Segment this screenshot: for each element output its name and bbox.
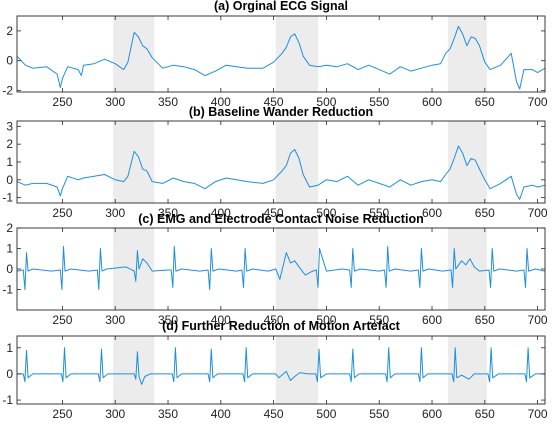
highlight-region (113, 121, 155, 203)
x-tick-label: 450 (264, 95, 284, 109)
highlight-region (447, 121, 487, 203)
x-tick-label: 500 (316, 206, 336, 220)
highlight-region (113, 16, 155, 92)
y-tick-label: -2 (2, 84, 13, 98)
x-tick-label: 650 (475, 407, 495, 421)
y-tick-label: 1 (6, 242, 13, 256)
highlight-region (113, 228, 155, 310)
highlight-region (447, 16, 487, 92)
x-tick-label: 600 (422, 313, 442, 327)
x-tick-label: 600 (422, 206, 442, 220)
x-tick-label: 700 (528, 95, 548, 109)
x-tick-label: 250 (52, 313, 72, 327)
x-tick-label: 300 (105, 313, 125, 327)
x-tick-label: 350 (158, 95, 178, 109)
x-tick-label: 650 (475, 206, 495, 220)
x-tick-label: 300 (105, 95, 125, 109)
x-tick-label: 450 (264, 313, 284, 327)
subplot-title: (a) Orginal ECG Signal (214, 0, 348, 13)
x-tick-label: 400 (211, 95, 231, 109)
x-tick-label: 500 (316, 407, 336, 421)
y-tick-label: 1 (6, 341, 13, 355)
highlight-region (275, 336, 318, 404)
x-tick-label: 400 (211, 206, 231, 220)
x-tick-label: 400 (211, 407, 231, 421)
x-tick-label: 500 (316, 95, 336, 109)
x-tick-label: 250 (52, 206, 72, 220)
x-tick-label: 600 (422, 95, 442, 109)
subplot-title: (c) EMG and Electrode Contact Noise Redu… (138, 212, 423, 226)
x-tick-label: 700 (528, 313, 548, 327)
highlight-region (113, 336, 155, 404)
x-tick-label: 350 (158, 407, 178, 421)
x-tick-label: 550 (369, 206, 389, 220)
y-tick-label: 1 (6, 155, 13, 169)
x-tick-label: 350 (158, 313, 178, 327)
ecg-signal-line (17, 347, 545, 385)
y-tick-label: 3 (6, 119, 13, 133)
x-tick-label: 550 (369, 313, 389, 327)
y-tick-label: -1 (2, 191, 13, 205)
subplot-motion-artefact: 250 300 350 400 450 500 550 600 650 700 -1 0 1 (d) Fu… (2, 319, 548, 421)
highlight-region (275, 121, 318, 203)
axes-frame (16, 15, 546, 93)
x-tick-label: 700 (528, 206, 548, 220)
x-tick-label: 350 (158, 206, 178, 220)
subplot-title: (b) Baseline Wander Reduction (189, 105, 373, 119)
x-tick-label: 450 (264, 407, 284, 421)
x-tick-label: 600 (422, 407, 442, 421)
ecg-signal-line (17, 25, 545, 90)
x-tick-label: 450 (264, 206, 284, 220)
y-tick-label: 2 (6, 137, 13, 151)
y-tick-label: 0 (6, 262, 13, 276)
x-tick-label: 250 (52, 407, 72, 421)
x-tick-label: 400 (211, 313, 231, 327)
highlight-region (275, 16, 318, 92)
x-tick-label: 500 (316, 313, 336, 327)
subplot-original-ecg: 250 300 350 400 450 500 550 600 650 700 -2 0 2 (a) Or… (2, 0, 548, 109)
x-tick-label: 550 (369, 95, 389, 109)
x-tick-label: 700 (528, 407, 548, 421)
x-tick-label: 550 (369, 407, 389, 421)
x-tick-label: 650 (475, 313, 495, 327)
y-tick-label: 2 (6, 221, 13, 235)
x-tick-label: 650 (475, 95, 495, 109)
x-tick-label: 300 (105, 206, 125, 220)
highlight-region (447, 336, 487, 404)
highlight-region (447, 228, 487, 310)
y-tick-label: -1 (2, 393, 13, 407)
subplot-baseline-wander: 250 300 350 400 450 500 550 600 650 700 -1 0 1 2 3 (b) … (2, 105, 548, 220)
y-tick-label: 0 (6, 54, 13, 68)
subplot-title: (d) Further Reduction of Motion Artefact (162, 319, 401, 333)
y-tick-label: 2 (6, 24, 13, 38)
x-tick-label: 250 (52, 95, 72, 109)
y-tick-label: -1 (2, 283, 13, 297)
y-tick-label: 0 (6, 367, 13, 381)
subplot-emg-noise: 250 300 350 400 450 500 550 600 650 700 -1 0 1 2 (c) E… (2, 212, 548, 327)
ecg-signal-line (17, 245, 545, 290)
y-tick-label: 0 (6, 173, 13, 187)
ecg-signal-line (17, 145, 545, 200)
x-tick-label: 300 (105, 407, 125, 421)
axes-frame (16, 335, 546, 405)
